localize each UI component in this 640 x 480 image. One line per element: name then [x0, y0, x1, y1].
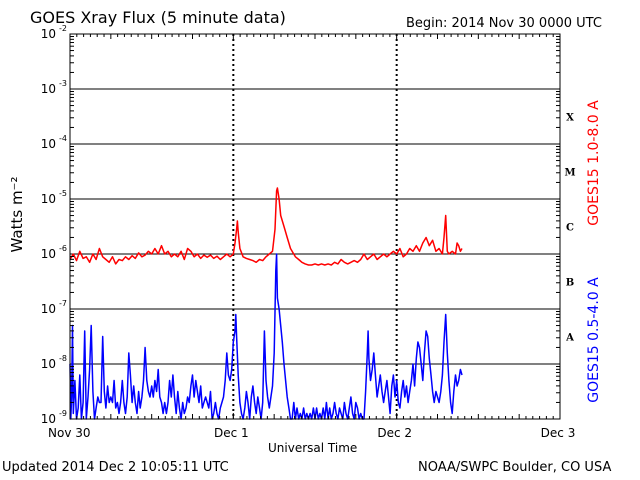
x-tick-label: Dec 1 — [214, 426, 249, 440]
y-tick-label: 10 — [41, 137, 56, 151]
grid-lines — [70, 33, 560, 420]
y-tick-exponent: -5 — [59, 189, 67, 198]
y-tick-exponent: -6 — [59, 244, 67, 253]
y-tick-exponent: -9 — [59, 409, 67, 418]
x-tick-label: Nov 30 — [48, 426, 91, 440]
y-tick-label: 10 — [41, 82, 56, 96]
flare-class-a: A — [565, 333, 574, 344]
y-tick-exponent: -3 — [59, 79, 67, 88]
x-tick-label: Dec 3 — [541, 426, 576, 440]
axis-ticks — [69, 34, 561, 419]
flare-class-c: C — [566, 223, 574, 234]
y-tick-exponent: -8 — [59, 354, 67, 363]
flare-class-b: B — [566, 278, 574, 289]
y-tick-label: 10 — [41, 302, 56, 316]
chart-title: GOES Xray Flux (5 minute data) — [30, 8, 286, 27]
series-line-0 — [69, 187, 463, 266]
x-tick-label: Dec 2 — [377, 426, 412, 440]
plot-frame — [69, 33, 561, 420]
flare-class-m: M — [564, 168, 575, 179]
y-tick-label: 10 — [41, 412, 56, 426]
y-tick-label: 10 — [41, 192, 56, 206]
legend-label-0: GOES15 1.0-8.0 A — [586, 100, 602, 226]
y-tick-label: 10 — [41, 27, 56, 41]
y-tick-exponent: -2 — [59, 24, 67, 33]
flare-class-x: X — [566, 113, 574, 124]
source-credit: NOAA/SWPC Boulder, CO USA — [418, 460, 612, 475]
legend-label-1: GOES15 0.5-4.0 A — [586, 277, 602, 403]
updated-timestamp: Updated 2014 Dec 2 10:05:11 UTC — [2, 460, 229, 475]
y-axis-title: Watts m⁻² — [8, 177, 26, 253]
series-layer — [69, 187, 463, 420]
y-tick-exponent: -7 — [59, 299, 67, 308]
y-tick-exponent: -4 — [59, 134, 67, 143]
y-tick-label: 10 — [41, 247, 56, 261]
x-axis-title: Universal Time — [268, 441, 358, 455]
y-tick-label: 10 — [41, 357, 56, 371]
begin-time: Begin: 2014 Nov 30 0000 UTC — [406, 16, 602, 31]
series-line-1 — [69, 253, 463, 420]
